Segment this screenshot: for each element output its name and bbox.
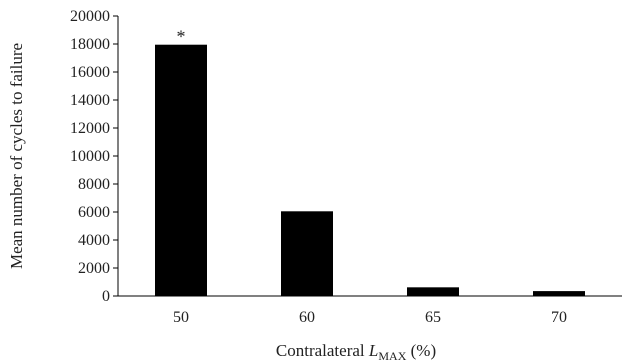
x-axis-title: Contralateral LMAX (%): [276, 341, 436, 363]
y-tick-label: 2000: [78, 260, 110, 277]
y-tick-label: 8000: [78, 176, 110, 193]
y-tick-label: 16000: [70, 64, 110, 81]
x-axis-title-main: Contralateral: [276, 341, 369, 360]
x-tick-label: 50: [173, 309, 189, 326]
y-tick-label: 0: [102, 288, 110, 305]
bars: [155, 44, 585, 297]
bar-50: [155, 44, 207, 297]
bar-65: [407, 287, 459, 296]
x-tick-label: 70: [551, 309, 567, 326]
x-axis-title-variable: L: [368, 341, 378, 360]
x-axis-ticks: 50 60 65 70: [173, 309, 567, 326]
x-tick-label: 60: [299, 309, 315, 326]
y-tick-label: 12000: [70, 120, 110, 137]
y-axis-ticks: 0 2000 4000 6000 8000 10000 12000 14000 16000 180…: [70, 8, 118, 305]
x-tick-label: 65: [425, 309, 441, 326]
bar-60: [281, 211, 333, 296]
y-tick-label: 4000: [78, 232, 110, 249]
x-axis-title-unit: (%): [406, 341, 436, 360]
x-axis-title-subscript: MAX: [378, 349, 406, 363]
y-tick-label: 18000: [70, 36, 110, 53]
y-tick-label: 10000: [70, 148, 110, 165]
y-axis-title: Mean number of cycles to failure: [7, 43, 26, 269]
y-tick-label: 20000: [70, 8, 110, 25]
y-tick-label: 6000: [78, 204, 110, 221]
y-tick-label: 14000: [70, 92, 110, 109]
annotations: *: [177, 27, 186, 47]
bar-70: [533, 291, 585, 296]
significance-marker: *: [177, 27, 186, 47]
